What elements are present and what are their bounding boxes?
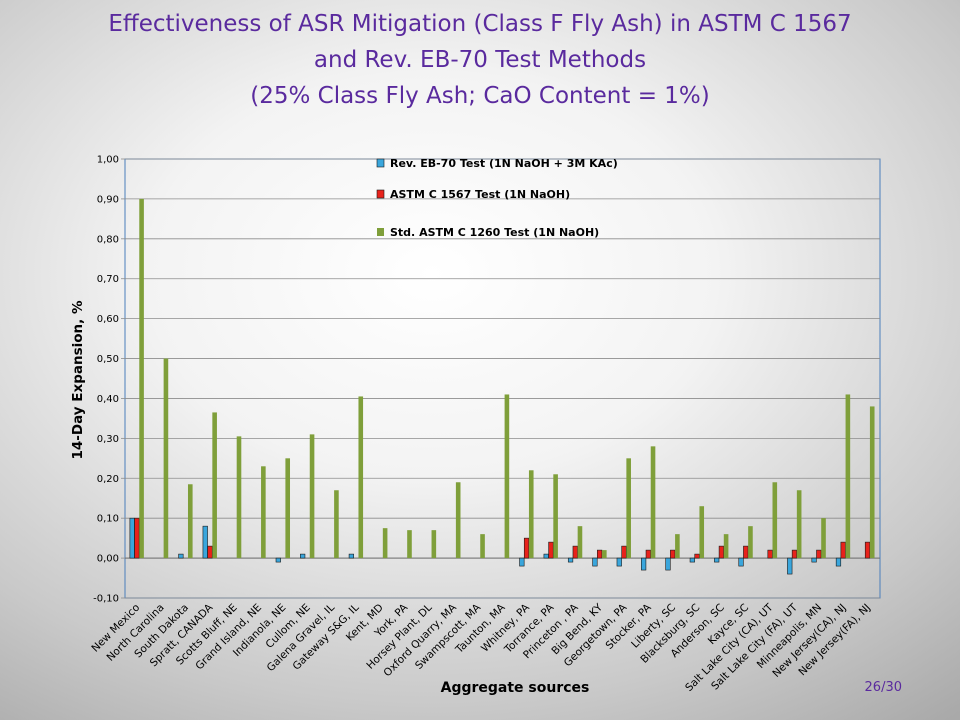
title-line-3: (25% Class Fly Ash; CaO Content = 1%) bbox=[250, 83, 710, 109]
bar-rev-eb70 bbox=[641, 557, 647, 571]
bar-rev-eb70 bbox=[300, 553, 306, 559]
bar-rev-eb70 bbox=[543, 553, 549, 559]
bar-astm-c1567 bbox=[767, 549, 773, 559]
bar-rev-eb70 bbox=[787, 557, 793, 575]
slide-page-number: 26/30 bbox=[864, 680, 902, 695]
bar-astm-c1260 bbox=[504, 394, 510, 559]
bar-astm-c1260 bbox=[309, 434, 315, 559]
y-tick-label: 0,20 bbox=[97, 474, 119, 485]
bar-astm-c1260 bbox=[455, 482, 461, 559]
bar-astm-c1567 bbox=[645, 549, 651, 559]
bar-rev-eb70 bbox=[689, 557, 695, 563]
bar-astm-c1260 bbox=[212, 412, 217, 559]
bar-astm-c1567 bbox=[864, 541, 871, 559]
bar-astm-c1260 bbox=[675, 534, 680, 559]
bar-rev-eb70 bbox=[519, 557, 525, 567]
bar-rev-eb70 bbox=[348, 553, 354, 559]
legend-swatch bbox=[377, 228, 384, 236]
bar-astm-c1567 bbox=[718, 545, 724, 559]
bar-astm-c1260 bbox=[334, 490, 339, 559]
bar-astm-c1260 bbox=[431, 530, 437, 559]
bar-rev-eb70 bbox=[178, 553, 184, 559]
bar-astm-c1260 bbox=[139, 198, 144, 559]
bar-astm-c1260 bbox=[261, 466, 266, 559]
bar-rev-eb70 bbox=[665, 557, 671, 571]
y-tick-label: 0,50 bbox=[97, 354, 119, 365]
y-axis-title: 14-Day Expansion, % bbox=[70, 300, 86, 459]
bar-astm-c1567 bbox=[816, 549, 822, 559]
bar-astm-c1567 bbox=[694, 553, 700, 559]
y-tick-label: 0,30 bbox=[97, 434, 119, 445]
bar-astm-c1260 bbox=[821, 518, 826, 559]
bar-astm-c1260 bbox=[236, 436, 242, 559]
y-tick-label: 0,10 bbox=[97, 514, 119, 525]
y-tick-label: -0,10 bbox=[93, 594, 119, 605]
legend-label: Rev. EB-70 Test (1N NaOH + 3M KAc) bbox=[390, 157, 618, 170]
bar-astm-c1567 bbox=[134, 517, 140, 559]
legend-label: Std. ASTM C 1260 Test (1N NaOH) bbox=[390, 226, 599, 239]
bar-astm-c1260 bbox=[480, 534, 485, 559]
bar-rev-eb70 bbox=[811, 557, 817, 563]
bar-astm-c1567 bbox=[670, 549, 676, 559]
bar-astm-c1260 bbox=[772, 482, 778, 559]
slide-title: Effectiveness of ASR Mitigation (Class F… bbox=[20, 6, 940, 114]
title-line-2: and Rev. EB-70 Test Methods bbox=[313, 47, 647, 73]
bar-astm-c1567 bbox=[523, 537, 530, 559]
bar-astm-c1567 bbox=[207, 545, 213, 559]
bar-astm-c1260 bbox=[869, 406, 875, 559]
legend-swatch bbox=[376, 189, 385, 199]
bar-astm-c1260 bbox=[626, 458, 631, 559]
bar-rev-eb70 bbox=[738, 557, 744, 567]
bar-astm-c1567 bbox=[840, 541, 846, 559]
bar-astm-c1567 bbox=[548, 541, 554, 559]
bar-rev-eb70 bbox=[275, 557, 281, 563]
bar-astm-c1567 bbox=[743, 545, 749, 559]
y-tick-label: 0,80 bbox=[97, 234, 119, 245]
bar-astm-c1260 bbox=[528, 470, 534, 559]
bar-astm-c1260 bbox=[358, 396, 364, 559]
bar-astm-c1260 bbox=[407, 530, 412, 559]
bar-astm-c1260 bbox=[553, 474, 558, 559]
bar-astm-c1260 bbox=[577, 526, 583, 559]
y-tick-label: 0,00 bbox=[97, 554, 119, 565]
bar-astm-c1260 bbox=[723, 534, 729, 559]
y-tick-label: 0,70 bbox=[97, 274, 119, 285]
x-axis-title: Aggregate sources bbox=[441, 680, 590, 696]
bar-astm-c1260 bbox=[382, 528, 388, 559]
y-tick-label: 1,00 bbox=[97, 155, 119, 166]
y-tick-label: 0,60 bbox=[97, 314, 119, 325]
y-tick-label: 0,90 bbox=[97, 194, 119, 205]
bar-astm-c1260 bbox=[187, 484, 193, 559]
legend-label: ASTM C 1567 Test (1N NaOH) bbox=[390, 188, 570, 201]
y-tick-label: 0,40 bbox=[97, 394, 119, 405]
bar-rev-eb70 bbox=[592, 557, 598, 567]
bar-astm-c1260 bbox=[602, 550, 607, 559]
bar-astm-c1567 bbox=[621, 545, 627, 559]
bar-astm-c1567 bbox=[572, 545, 578, 559]
bar-astm-c1260 bbox=[748, 526, 753, 559]
bar-astm-c1567 bbox=[597, 549, 603, 559]
bar-rev-eb70 bbox=[129, 517, 135, 559]
bar-astm-c1260 bbox=[845, 394, 851, 559]
bar-rev-eb70 bbox=[202, 525, 208, 559]
legend-swatch bbox=[376, 158, 385, 168]
bar-astm-c1260 bbox=[163, 358, 169, 559]
bar-rev-eb70 bbox=[567, 557, 574, 563]
bar-rev-eb70 bbox=[835, 557, 842, 567]
bar-astm-c1260 bbox=[650, 446, 656, 559]
bar-rev-eb70 bbox=[616, 557, 622, 567]
bar-astm-c1260 bbox=[285, 458, 291, 559]
bar-astm-c1567 bbox=[791, 549, 798, 559]
title-line-1: Effectiveness of ASR Mitigation (Class F… bbox=[108, 11, 852, 37]
bar-rev-eb70 bbox=[714, 557, 720, 563]
bar-astm-c1260 bbox=[796, 490, 802, 559]
bar-astm-c1260 bbox=[699, 506, 705, 559]
